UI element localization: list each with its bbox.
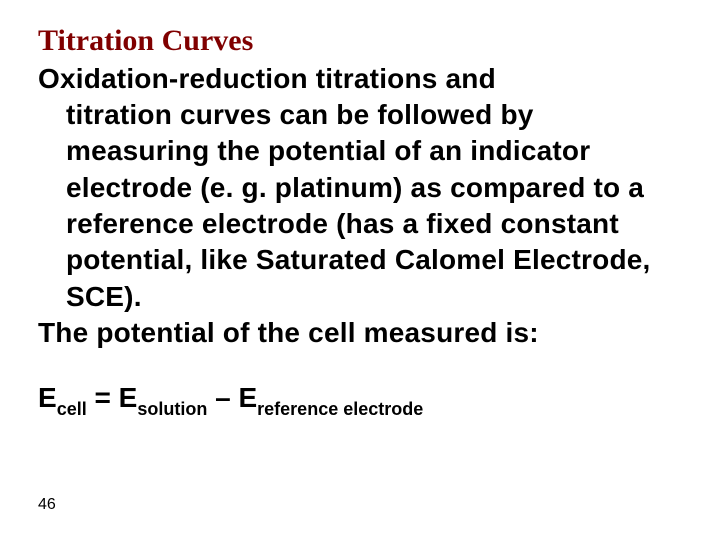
symbol-E-reference: E	[238, 382, 257, 413]
para1-rest: titration curves can be followed by meas…	[38, 97, 672, 315]
slide-heading: Titration Curves	[38, 24, 672, 59]
para1-line1: Oxidation-reduction titrations and	[38, 63, 496, 94]
symbol-E-cell: E	[38, 382, 57, 413]
subscript-reference: reference electrode	[257, 399, 423, 419]
minus-sign: –	[207, 382, 238, 413]
subscript-solution: solution	[137, 399, 207, 419]
symbol-E-solution: E	[119, 382, 138, 413]
subscript-cell: cell	[57, 399, 87, 419]
paragraph-1: Oxidation-reduction titrations and titra…	[38, 61, 672, 316]
cell-potential-formula: Ecell = Esolution – Ereference electrode	[38, 382, 672, 419]
paragraph-2: The potential of the cell measured is:	[38, 315, 672, 351]
page-number: 46	[38, 496, 56, 514]
equals-sign: =	[87, 382, 119, 413]
slide: Titration Curves Oxidation-reduction tit…	[0, 0, 720, 540]
